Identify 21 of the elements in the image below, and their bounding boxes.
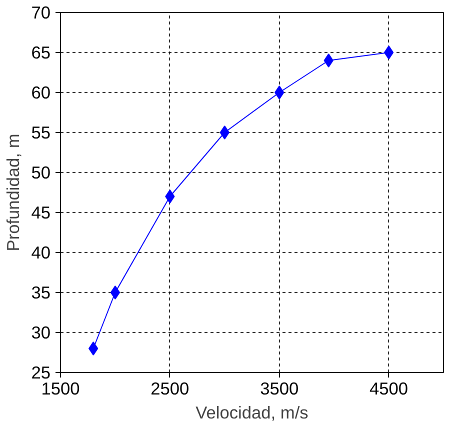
y-tick-label: 30 — [31, 322, 51, 342]
x-axis-title: Velocidad, m/s — [196, 402, 309, 422]
y-tick-label: 55 — [31, 122, 51, 142]
x-tick-label: 4500 — [370, 378, 408, 398]
x-tick-label: 3500 — [260, 378, 299, 398]
y-tick-label: 60 — [31, 82, 51, 102]
y-tick-label: 40 — [31, 242, 51, 262]
point — [165, 190, 175, 204]
point — [274, 86, 284, 100]
point — [384, 46, 394, 60]
x-tick-label: 2500 — [150, 378, 190, 398]
y-tick-label: 70 — [31, 2, 51, 22]
y-tick-label: 35 — [31, 282, 51, 302]
y-axis-title: Profundidad, m — [3, 134, 24, 252]
y-tick-label: 65 — [31, 42, 51, 62]
y-tick-label: 50 — [31, 162, 51, 182]
y-tick-label: 45 — [31, 202, 51, 222]
point — [88, 342, 98, 356]
point — [110, 286, 120, 300]
point — [324, 54, 334, 68]
point — [220, 126, 230, 140]
